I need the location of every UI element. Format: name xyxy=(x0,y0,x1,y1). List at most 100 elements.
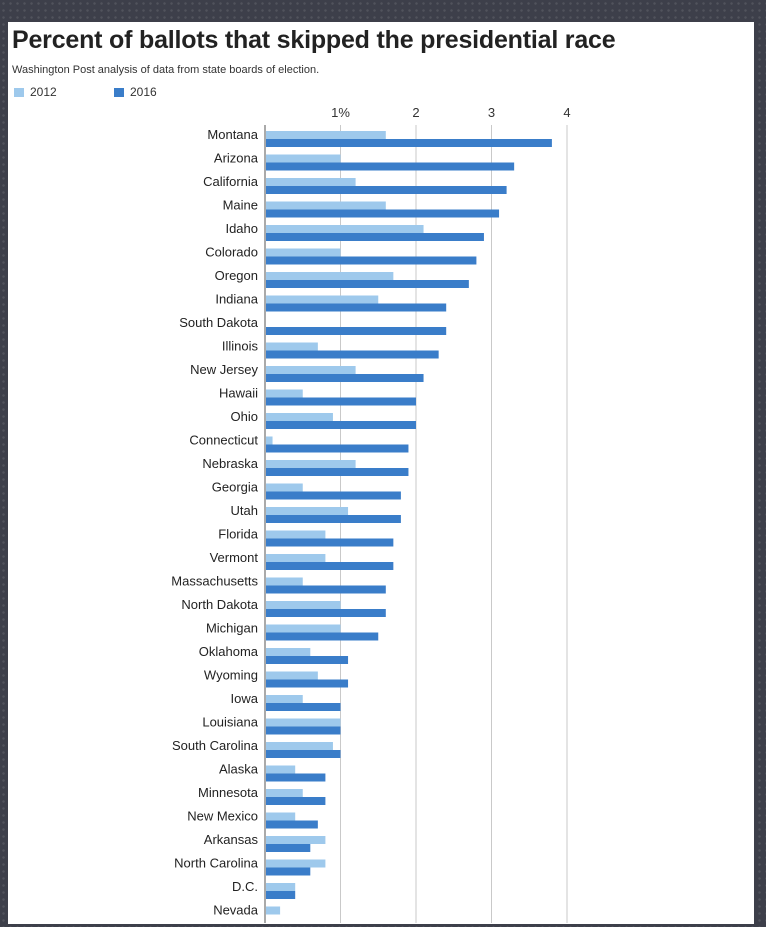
bar-2012 xyxy=(266,624,341,633)
category-label: Georgia xyxy=(212,480,259,495)
category-label: Idaho xyxy=(225,221,258,236)
bar-2016 xyxy=(266,209,500,218)
category-label: Florida xyxy=(218,527,259,542)
chart-title: Percent of ballots that skipped the pres… xyxy=(12,26,616,54)
bar-2016 xyxy=(266,562,394,570)
bar-2016 xyxy=(266,162,515,171)
bar-2012 xyxy=(266,695,303,703)
bar-2016 xyxy=(266,350,439,359)
bar-2016 xyxy=(266,820,318,829)
bar-2012 xyxy=(266,295,379,304)
bar-2016 xyxy=(266,844,311,852)
legend-label-2016: 2016 xyxy=(130,85,157,99)
category-label: Ohio xyxy=(231,409,258,424)
category-label: Montana xyxy=(207,127,258,142)
bar-2012 xyxy=(266,765,296,774)
category-label: Arkansas xyxy=(204,832,259,847)
bar-2012 xyxy=(266,178,356,186)
bar-2016 xyxy=(266,444,409,453)
bar-2012 xyxy=(266,225,424,233)
bar-2016 xyxy=(266,421,416,429)
category-label: Arizona xyxy=(214,151,259,166)
bar-2012 xyxy=(266,648,311,656)
bar-2012 xyxy=(266,342,318,351)
bar-2012 xyxy=(266,366,356,374)
category-label: Nevada xyxy=(213,903,259,918)
legend-swatch-2012 xyxy=(14,88,24,97)
category-label: Hawaii xyxy=(219,386,258,401)
x-tick-label: 4 xyxy=(563,105,570,120)
category-label: Vermont xyxy=(210,550,259,565)
bar-2012 xyxy=(266,554,326,562)
bar-2012 xyxy=(266,272,394,280)
bar-2016 xyxy=(266,703,341,711)
x-tick-label: 2 xyxy=(412,105,419,120)
x-tick-label: 3 xyxy=(488,105,495,120)
bar-2016 xyxy=(266,374,424,382)
bar-2012 xyxy=(266,671,318,680)
bar-2012 xyxy=(266,836,326,844)
legend-item-2016: 2016 xyxy=(114,85,157,99)
bar-2016 xyxy=(266,867,311,876)
bar-2016 xyxy=(266,280,469,288)
bar-2012 xyxy=(266,859,326,868)
bar-2016 xyxy=(266,491,401,500)
bar-2012 xyxy=(266,248,341,257)
category-label: Minnesota xyxy=(198,785,259,800)
legend-swatch-2016 xyxy=(114,88,124,97)
category-label: South Carolina xyxy=(172,738,259,753)
category-label: Massachusetts xyxy=(171,574,258,589)
category-label: Louisiana xyxy=(202,715,258,730)
bar-2012 xyxy=(266,436,273,445)
bar-2012 xyxy=(266,577,303,586)
bar-2012 xyxy=(266,883,296,891)
bar-2016 xyxy=(266,256,477,265)
legend-label-2012: 2012 xyxy=(30,85,57,99)
bar-2016 xyxy=(266,303,447,312)
chart-subtitle: Washington Post analysis of data from st… xyxy=(12,64,320,76)
category-label: New Jersey xyxy=(190,362,258,377)
category-label: Wyoming xyxy=(204,668,258,683)
category-label: Illinois xyxy=(222,339,259,354)
bar-2016 xyxy=(266,750,341,758)
chart-card: Percent of ballots that skipped the pres… xyxy=(8,22,754,924)
bar-2016 xyxy=(266,632,379,641)
bar-2016 xyxy=(266,797,326,805)
category-label: D.C. xyxy=(232,879,258,894)
bar-2012 xyxy=(266,389,303,398)
category-label: New Mexico xyxy=(187,809,258,824)
bar-2016 xyxy=(266,538,394,547)
category-label: North Carolina xyxy=(174,856,259,871)
category-label: Maine xyxy=(223,198,258,213)
category-label: Indiana xyxy=(215,292,258,307)
category-label: South Dakota xyxy=(179,315,259,330)
bar-2012 xyxy=(266,413,333,421)
bar-2016 xyxy=(266,139,552,147)
bar-2012 xyxy=(266,154,341,163)
category-label: Iowa xyxy=(231,691,259,706)
bar-2012 xyxy=(266,507,349,515)
bar-2012 xyxy=(266,460,356,468)
bar-2016 xyxy=(266,585,386,594)
bar-2012 xyxy=(266,742,333,750)
category-label: California xyxy=(203,174,259,189)
bar-2016 xyxy=(266,233,484,241)
bar-2012 xyxy=(266,601,341,609)
category-label: Alaska xyxy=(219,762,259,777)
bar-2012 xyxy=(266,530,326,539)
bar-2016 xyxy=(266,609,386,617)
bar-2016 xyxy=(266,515,401,523)
bar-2016 xyxy=(266,656,349,664)
x-tick-label: 1% xyxy=(331,105,350,120)
bar-2016 xyxy=(266,773,326,782)
bar-2012 xyxy=(266,718,341,727)
bar-2012 xyxy=(266,483,303,492)
bar-2016 xyxy=(266,186,507,194)
category-label: Nebraska xyxy=(202,456,258,471)
bar-chart: 1% 2 3 4 Montana Arizona California Maine Idaho C… xyxy=(171,105,571,923)
bar-2016 xyxy=(266,891,296,899)
bar-2012 xyxy=(266,201,386,210)
category-label: Utah xyxy=(231,503,258,518)
category-label: Oregon xyxy=(215,268,258,283)
bar-2012 xyxy=(266,131,386,139)
